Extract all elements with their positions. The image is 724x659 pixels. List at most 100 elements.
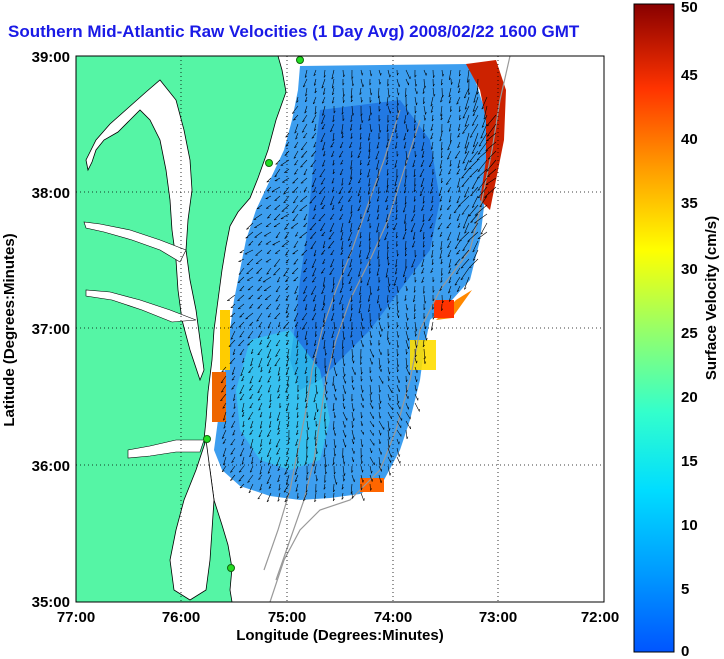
velocity-arrow	[341, 177, 344, 186]
velocity-arrow	[296, 339, 299, 349]
velocity-arrow-head	[370, 392, 373, 395]
velocity-arrow	[396, 330, 399, 338]
velocity-arrow	[230, 438, 236, 446]
velocity-arrow	[367, 159, 371, 166]
velocity-arrow-head	[457, 85, 460, 88]
velocity-arrow	[231, 456, 236, 463]
velocity-arrow	[277, 393, 281, 399]
velocity-arrow-head	[293, 319, 297, 322]
velocity-arrow-head	[321, 207, 325, 210]
velocity-arrow	[440, 240, 443, 250]
velocity-arrow	[464, 96, 470, 110]
velocity-arrow-head	[404, 202, 407, 205]
velocity-arrow-head	[371, 325, 373, 328]
high-speed-patch	[360, 478, 384, 492]
velocity-arrow	[405, 87, 407, 98]
velocity-arrow	[419, 168, 425, 178]
velocity-arrow-head	[389, 74, 391, 78]
velocity-arrow-head	[322, 284, 326, 287]
velocity-arrow-head	[422, 91, 425, 94]
velocity-arrow-head	[388, 94, 391, 98]
bathymetry-contours	[263, 55, 511, 603]
velocity-arrow	[285, 303, 290, 314]
velocity-arrow	[241, 375, 245, 382]
velocity-arrow	[303, 285, 308, 294]
velocity-arrow-head	[359, 245, 362, 248]
velocity-arrow-head	[301, 318, 305, 321]
velocity-arrow	[297, 456, 299, 464]
velocity-arrow	[299, 231, 308, 239]
velocity-arrow	[423, 321, 426, 329]
velocity-arrow-head	[324, 419, 327, 422]
velocity-arrow	[333, 366, 337, 377]
velocity-arrow	[441, 69, 444, 77]
velocity-arrow	[422, 87, 425, 94]
velocity-arrow-head	[439, 208, 443, 211]
velocity-arrow-head	[415, 333, 417, 337]
velocity-arrow	[338, 186, 344, 195]
velocity-arrow	[323, 447, 326, 457]
velocity-arrow	[369, 339, 372, 346]
velocity-arrow	[395, 141, 398, 149]
velocity-arrow-head	[359, 292, 362, 295]
velocity-arrow	[239, 348, 245, 355]
velocity-arrow	[431, 249, 434, 258]
velocity-arrow	[266, 447, 272, 457]
velocity-arrow-head	[423, 136, 426, 139]
velocity-arrow-head	[318, 192, 322, 195]
velocity-arrow-head	[396, 154, 399, 157]
velocity-arrow	[395, 267, 398, 275]
velocity-arrow-head	[421, 271, 424, 274]
velocity-arrow-head	[406, 390, 408, 393]
velocity-arrow-head	[315, 490, 318, 493]
velocity-arrow-head	[358, 274, 361, 277]
velocity-arrow-head	[415, 154, 417, 158]
velocity-arrow	[333, 357, 336, 366]
velocity-arrow-head	[430, 270, 433, 273]
velocity-arrow-head	[324, 426, 327, 430]
velocity-arrow	[360, 456, 362, 464]
velocity-arrow	[421, 258, 425, 267]
velocity-arrow-head	[287, 417, 290, 420]
velocity-arrow	[285, 402, 290, 412]
velocity-arrow-head	[230, 479, 233, 481]
velocity-arrow	[305, 357, 308, 364]
velocity-arrow	[350, 222, 353, 232]
velocity-arrow	[296, 447, 299, 457]
velocity-arrow	[360, 393, 364, 402]
velocity-arrow-head	[431, 262, 434, 265]
velocity-arrow	[480, 123, 488, 139]
velocity-arrow-head	[397, 400, 400, 404]
velocity-arrow-head	[416, 360, 418, 364]
velocity-arrow	[456, 249, 461, 255]
velocity-arrow-head	[464, 231, 467, 234]
velocity-arrow	[231, 411, 236, 418]
velocity-arrow-head	[305, 391, 308, 394]
velocity-arrow	[320, 267, 326, 274]
velocity-arrow	[359, 195, 362, 203]
velocity-arrow	[303, 258, 308, 265]
velocity-arrow	[396, 384, 400, 392]
velocity-arrow	[314, 339, 317, 346]
velocity-arrow-head	[413, 189, 416, 193]
velocity-arrow-head	[430, 110, 434, 113]
velocity-arrow-head	[379, 101, 381, 105]
bay-tributary	[85, 289, 197, 323]
velocity-arrow	[394, 159, 398, 168]
velocity-arrow	[477, 141, 488, 155]
velocity-arrow-head	[448, 265, 451, 268]
velocity-arrow	[360, 339, 364, 348]
velocity-arrow	[420, 177, 425, 187]
velocity-arrow-head	[239, 316, 243, 318]
velocity-arrow-head	[313, 208, 316, 211]
velocity-arrow-head	[384, 238, 387, 241]
velocity-arrow	[305, 456, 308, 465]
velocity-arrow	[313, 303, 317, 312]
velocity-arrow-head	[259, 343, 262, 345]
velocity-arrow	[303, 294, 308, 302]
velocity-arrow-head	[325, 352, 327, 356]
velocity-arrow	[471, 114, 479, 126]
velocity-arrow-head	[486, 170, 489, 172]
velocity-arrow-head	[462, 161, 465, 164]
velocity-arrow-head	[242, 414, 245, 417]
